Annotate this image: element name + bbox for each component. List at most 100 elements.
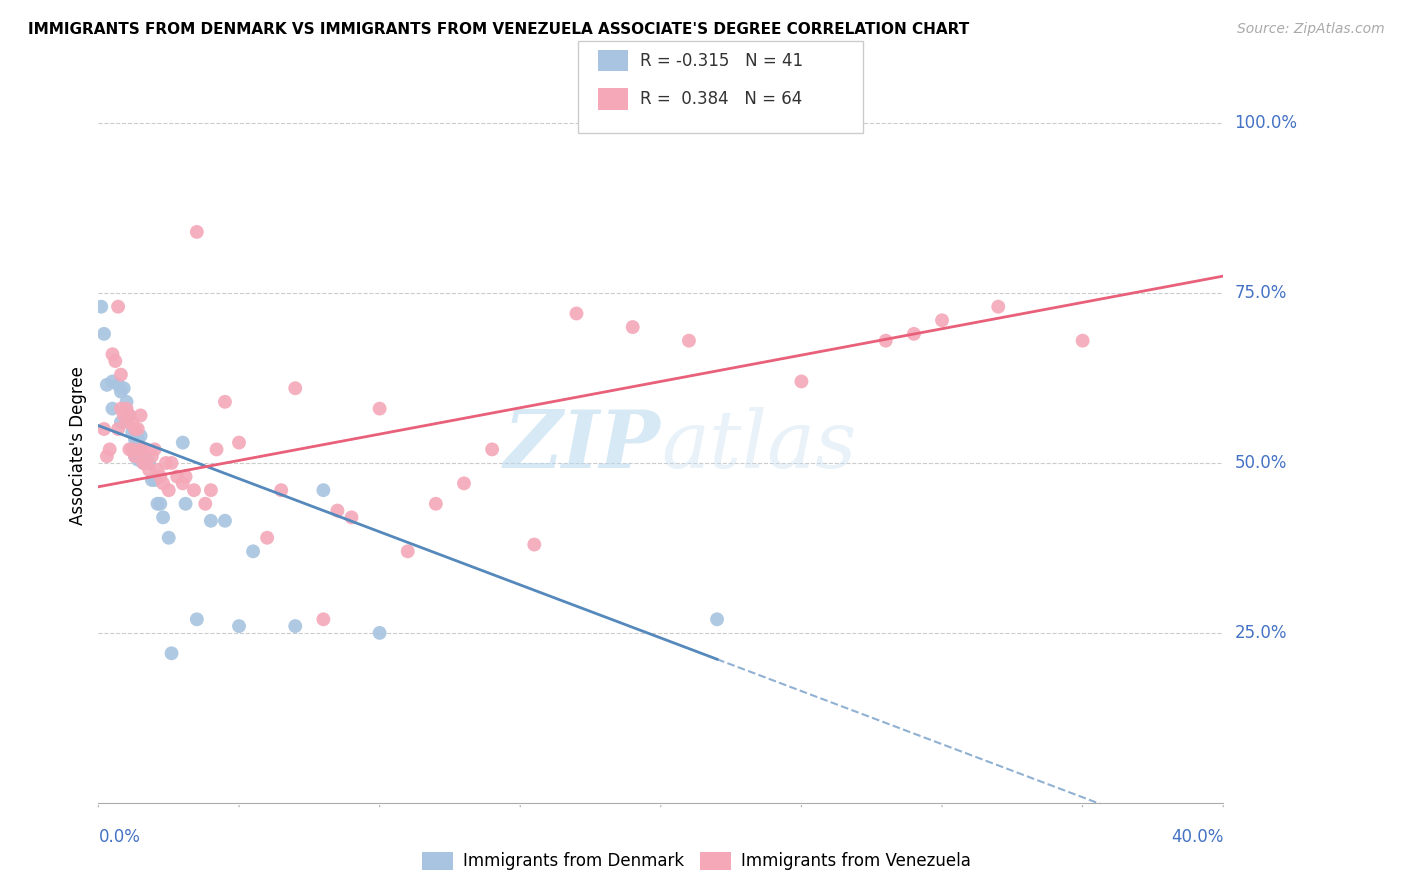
Point [214, 514, 236, 528]
Point [284, 381, 307, 395]
Point [138, 463, 160, 477]
Point [110, 401, 132, 416]
Text: Source: ZipAtlas.com: Source: ZipAtlas.com [1237, 22, 1385, 37]
Point [368, 401, 391, 416]
Point [98, 442, 121, 457]
Point [110, 384, 132, 399]
Point [115, 401, 138, 416]
Point [194, 497, 217, 511]
Point [124, 432, 146, 446]
Point [118, 409, 141, 423]
Point [425, 497, 447, 511]
Point [149, 497, 172, 511]
Text: IMMIGRANTS FROM DENMARK VS IMMIGRANTS FROM VENEZUELA ASSOCIATE'S DEGREE CORRELAT: IMMIGRANTS FROM DENMARK VS IMMIGRANTS FR… [28, 22, 969, 37]
Point [931, 313, 953, 327]
Point [149, 469, 172, 483]
Point [110, 415, 132, 429]
Text: 100.0%: 100.0% [1234, 114, 1298, 132]
Point [453, 476, 475, 491]
Point [270, 483, 292, 498]
Text: ZIP: ZIP [503, 408, 661, 484]
Point [706, 612, 728, 626]
Point [118, 442, 141, 457]
Point [152, 510, 174, 524]
Point [135, 456, 157, 470]
Point [121, 442, 143, 457]
Point [166, 469, 188, 483]
Point [110, 368, 132, 382]
Point [127, 422, 149, 436]
Point [96, 449, 118, 463]
Point [90, 300, 112, 314]
Text: atlas: atlas [661, 408, 856, 484]
Point [256, 531, 278, 545]
Point [101, 347, 124, 361]
Point [132, 456, 155, 470]
Point [124, 449, 146, 463]
Point [115, 394, 138, 409]
Point [152, 476, 174, 491]
Point [132, 456, 155, 470]
Point [565, 306, 588, 320]
Point [242, 544, 264, 558]
Point [101, 375, 124, 389]
Point [129, 429, 152, 443]
Point [146, 497, 169, 511]
Point [118, 409, 141, 423]
Point [107, 377, 129, 392]
Point [790, 375, 813, 389]
Point [396, 544, 419, 558]
Point [127, 452, 149, 467]
Point [200, 514, 222, 528]
Point [96, 377, 118, 392]
Point [678, 334, 700, 348]
Text: 40.0%: 40.0% [1171, 828, 1223, 846]
Point [112, 409, 135, 423]
Point [174, 469, 197, 483]
Point [312, 483, 335, 498]
Text: R = -0.315   N = 41: R = -0.315 N = 41 [640, 52, 803, 70]
Point [93, 326, 115, 341]
Point [160, 456, 183, 470]
Point [107, 422, 129, 436]
Point [141, 449, 163, 463]
Point [129, 442, 152, 457]
Point [124, 422, 146, 436]
Point [987, 300, 1010, 314]
Point [124, 449, 146, 463]
Point [115, 415, 138, 429]
Point [172, 476, 194, 491]
Point [875, 334, 897, 348]
Point [172, 435, 194, 450]
Point [143, 442, 166, 457]
Point [143, 473, 166, 487]
Point [340, 510, 363, 524]
Point [157, 531, 180, 545]
Text: Immigrants from Denmark: Immigrants from Denmark [463, 852, 683, 870]
Text: 0.0%: 0.0% [98, 828, 141, 846]
Point [138, 456, 160, 470]
Point [112, 381, 135, 395]
Point [523, 537, 546, 551]
Point [155, 456, 177, 470]
Point [135, 452, 157, 467]
Y-axis label: Associate's Degree: Associate's Degree [69, 367, 87, 525]
Point [174, 497, 197, 511]
Point [228, 435, 250, 450]
Text: 25.0%: 25.0% [1234, 624, 1286, 642]
Text: R =  0.384   N = 64: R = 0.384 N = 64 [640, 90, 801, 108]
Point [368, 626, 391, 640]
Point [1071, 334, 1094, 348]
Text: Immigrants from Venezuela: Immigrants from Venezuela [741, 852, 970, 870]
Point [157, 483, 180, 498]
Point [186, 612, 208, 626]
Point [132, 442, 155, 457]
Point [621, 320, 644, 334]
Point [312, 612, 335, 626]
Point [228, 619, 250, 633]
Point [481, 442, 503, 457]
Text: 50.0%: 50.0% [1234, 454, 1286, 472]
Text: 75.0%: 75.0% [1234, 284, 1286, 302]
Point [121, 442, 143, 457]
Point [129, 442, 152, 457]
